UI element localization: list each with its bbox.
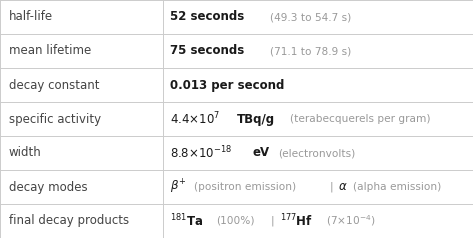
Text: final decay products: final decay products [9,214,129,228]
Text: TBq/g: TBq/g [237,113,275,125]
Text: 0.013 per second: 0.013 per second [170,79,285,91]
Text: 52 seconds: 52 seconds [170,10,245,24]
Text: decay modes: decay modes [9,180,87,193]
Text: width: width [9,147,41,159]
Text: specific activity: specific activity [9,113,101,125]
Text: |: | [329,182,333,192]
Text: (71.1 to 78.9 s): (71.1 to 78.9 s) [270,46,351,56]
Text: $^{181}$Ta: $^{181}$Ta [170,213,203,229]
Text: $4.4{\times}10^{7}$: $4.4{\times}10^{7}$ [170,111,220,127]
Text: $8.8{\times}10^{-18}$: $8.8{\times}10^{-18}$ [170,145,232,161]
Text: half-life: half-life [9,10,53,24]
Text: mean lifetime: mean lifetime [9,45,91,58]
Text: $^{177}$Hf: $^{177}$Hf [280,213,313,229]
Text: (49.3 to 54.7 s): (49.3 to 54.7 s) [270,12,351,22]
Text: (positron emission): (positron emission) [194,182,296,192]
Text: 75 seconds: 75 seconds [170,45,245,58]
Text: $\beta^{+}$: $\beta^{+}$ [170,178,187,196]
Text: (alpha emission): (alpha emission) [352,182,441,192]
Text: $\alpha$: $\alpha$ [338,180,347,193]
Text: (terabecquerels per gram): (terabecquerels per gram) [290,114,430,124]
Text: (electronvolts): (electronvolts) [278,148,355,158]
Text: eV: eV [253,147,270,159]
Text: (100%): (100%) [217,216,255,226]
Text: decay constant: decay constant [9,79,99,91]
Text: |: | [271,216,274,226]
Text: $(7{\times}10^{-4})$: $(7{\times}10^{-4})$ [326,213,376,228]
